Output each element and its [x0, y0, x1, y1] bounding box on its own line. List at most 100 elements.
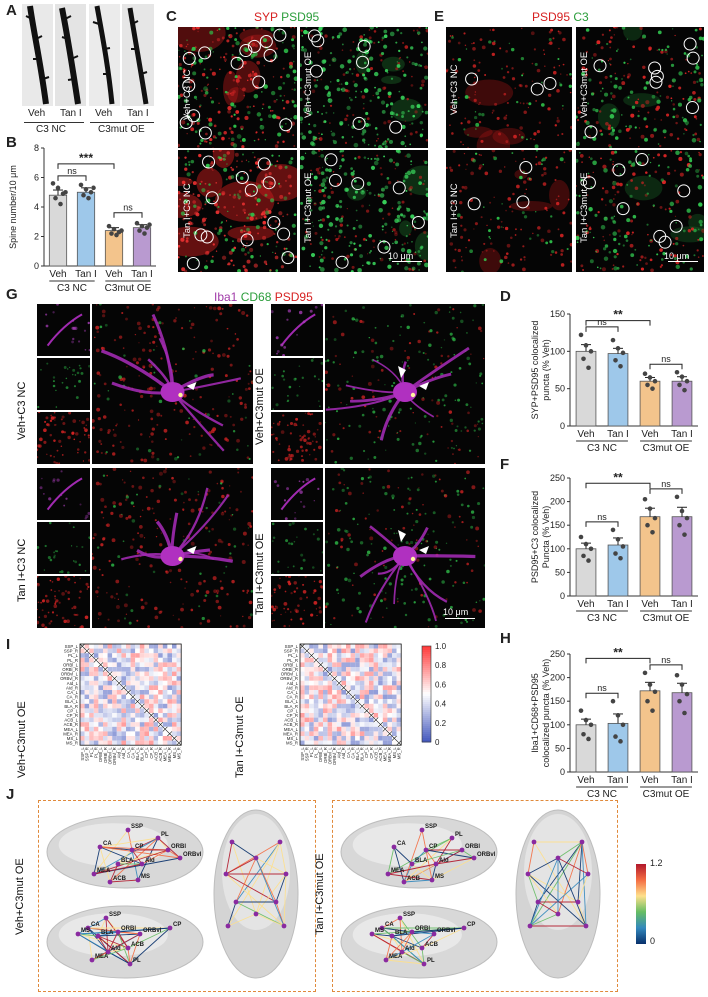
matrix-cell: [107, 731, 113, 736]
puncta: [557, 195, 560, 198]
matrix-cell: [167, 648, 172, 654]
puncta: [702, 175, 704, 180]
micro-texture: [576, 150, 704, 272]
puncta: [389, 346, 394, 351]
puncta: [320, 585, 323, 589]
puncta: [240, 176, 244, 180]
puncta: [656, 99, 661, 104]
puncta: [112, 501, 116, 505]
data-point: [613, 734, 618, 739]
data-point: [134, 220, 140, 226]
matrix-cell: [126, 644, 131, 649]
puncta: [374, 341, 378, 345]
upper-network-edge: [93, 863, 143, 875]
matrix-cell: [350, 717, 356, 723]
top-network-edge: [231, 841, 257, 859]
puncta: [349, 537, 352, 540]
puncta: [472, 46, 476, 51]
puncta: [562, 108, 564, 110]
puncta: [322, 178, 327, 183]
puncta: [693, 254, 696, 257]
data-point: [78, 182, 84, 188]
puncta: [286, 487, 290, 491]
puncta: [391, 384, 394, 387]
puncta: [406, 364, 410, 368]
puncta: [481, 45, 486, 50]
puncta: [493, 156, 497, 161]
puncta: [581, 161, 583, 164]
matrix-cell: [392, 662, 397, 667]
puncta: [383, 564, 385, 567]
matrix-cell: [364, 680, 369, 686]
upper-network-edge: [127, 829, 133, 851]
puncta: [522, 102, 525, 105]
puncta: [701, 228, 704, 233]
puncta: [61, 454, 64, 456]
puncta: [106, 397, 110, 401]
puncta: [225, 178, 228, 181]
label-tan-c3mut-oe: Tan I+C3mut OE: [303, 172, 314, 244]
puncta: [226, 592, 229, 596]
matrix-cell: [346, 657, 351, 663]
matrix-cell: [158, 676, 163, 681]
matrix-cell: [341, 667, 346, 672]
puncta: [409, 188, 412, 191]
puncta: [399, 56, 401, 59]
puncta: [512, 192, 515, 196]
matrix-cell: [139, 722, 145, 727]
puncta: [424, 452, 427, 455]
puncta: [323, 194, 327, 198]
puncta: [196, 259, 198, 262]
puncta: [154, 615, 159, 620]
puncta: [460, 319, 464, 324]
puncta: [81, 420, 85, 425]
y-tick-label: 50: [555, 384, 565, 394]
puncta: [505, 114, 508, 117]
puncta: [379, 167, 382, 170]
matrix-cell: [80, 662, 85, 667]
puncta: [384, 527, 387, 530]
matrix-cell: [139, 680, 145, 686]
puncta: [228, 71, 232, 75]
coloc-circle: [328, 173, 342, 187]
matrix-cell: [172, 676, 177, 681]
puncta: [424, 103, 427, 107]
puncta: [99, 304, 102, 306]
puncta: [87, 585, 90, 589]
sig-label: ns: [661, 655, 671, 665]
puncta: [216, 29, 219, 32]
matrix-cell: [332, 685, 337, 690]
matrix-cell: [378, 708, 383, 713]
puncta: [207, 489, 211, 493]
puncta: [314, 436, 316, 438]
puncta: [385, 105, 388, 108]
data-point: [50, 181, 56, 186]
puncta: [612, 231, 617, 236]
matrix-cell: [355, 676, 360, 681]
matrix-cell: [135, 653, 140, 658]
puncta: [103, 382, 107, 386]
puncta: [600, 157, 602, 160]
arrowhead: [398, 530, 406, 542]
matrix-cell: [112, 662, 117, 667]
puncta: [75, 432, 79, 436]
matrix-cell: [153, 653, 159, 658]
puncta: [224, 510, 227, 513]
puncta: [151, 451, 155, 455]
puncta: [342, 427, 345, 430]
puncta: [363, 103, 365, 105]
matrix-cell: [309, 657, 314, 663]
bar: [671, 692, 693, 773]
puncta: [586, 194, 589, 197]
matrix-cell: [346, 667, 351, 672]
puncta: [452, 584, 455, 587]
matrix-cell: [176, 667, 182, 672]
colorbar-step: [422, 696, 431, 699]
puncta: [249, 613, 253, 617]
puncta: [121, 479, 124, 481]
puncta: [352, 80, 355, 83]
puncta: [675, 114, 679, 119]
puncta: [274, 144, 279, 148]
puncta: [244, 253, 247, 256]
